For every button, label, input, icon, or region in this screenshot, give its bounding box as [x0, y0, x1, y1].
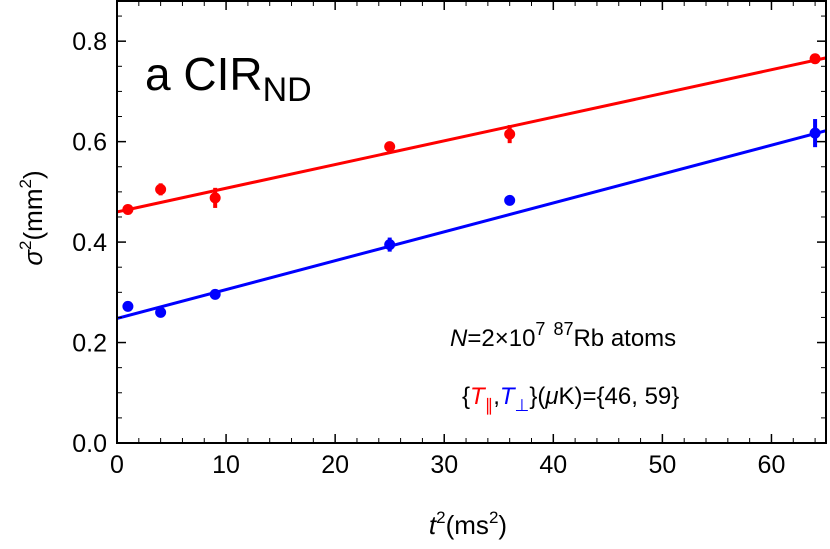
data-point-perpendicular-5 — [809, 127, 821, 139]
x-tick-label: 40 — [539, 451, 567, 479]
y-tick-label: 0.2 — [72, 330, 107, 358]
annot-brace-close: }( — [529, 383, 545, 410]
y-axis-title-sup: 2 — [16, 240, 35, 249]
annot-exponent: 7 — [535, 319, 545, 339]
atom-number-annotation: N=2×107 87Rb atoms — [450, 319, 676, 352]
axes: 0 10 20 30 40 50 60 0.0 0.2 0.4 0.6 0.8 — [72, 0, 827, 479]
data-points — [122, 53, 821, 318]
fit-line-parallel — [116, 56, 827, 214]
panel-label-main: a CIR — [145, 48, 263, 100]
annot-n-value: =2×10 — [467, 325, 535, 352]
x-axis-title: t2(ms2) — [429, 508, 507, 540]
data-point-parallel-2 — [209, 192, 221, 204]
y-tick-label: 0.4 — [72, 229, 107, 257]
y-axis-title-close: ) — [18, 170, 48, 179]
annot-element: Rb atoms — [573, 325, 676, 352]
data-point-perpendicular-3 — [384, 239, 396, 251]
data-point-parallel-5 — [809, 53, 821, 65]
annot-isotope: 87 — [553, 319, 573, 339]
x-tick-label: 10 — [212, 451, 240, 479]
x-tick-label: 30 — [430, 451, 458, 479]
annot-values: K)={46, 59} — [559, 383, 680, 410]
data-point-parallel-3 — [384, 141, 396, 153]
annot-t-parallel-sub: ∥ — [485, 396, 494, 415]
y-tick-label: 0.8 — [72, 28, 107, 56]
data-point-parallel-0 — [122, 203, 134, 215]
data-point-perpendicular-1 — [155, 306, 167, 318]
annot-t-perp: T — [500, 383, 517, 410]
y-axis-title: σ2(mm2) — [16, 170, 48, 265]
x-tick-label: 20 — [321, 451, 349, 479]
x-tick-label: 0 — [110, 451, 124, 479]
data-point-parallel-1 — [155, 183, 167, 195]
fit-line-perpendicular — [116, 129, 827, 320]
y-axis-title-base: σ — [18, 249, 48, 266]
data-point-perpendicular-4 — [504, 194, 516, 206]
data-point-perpendicular-2 — [209, 288, 221, 300]
temperature-annotation: {T∥,T⊥}(μK)={46, 59} — [462, 383, 679, 415]
annot-brace-open: { — [462, 383, 470, 410]
y-tick-label: 0.0 — [72, 430, 107, 458]
y-axis-title-unit: (mm — [18, 189, 48, 241]
annot-t-parallel: T — [470, 383, 487, 410]
x-axis-title-unit: (ms — [446, 510, 489, 540]
annot-mu: μ — [544, 383, 558, 410]
annot-n-symbol: N — [450, 325, 468, 352]
data-point-parallel-4 — [504, 128, 516, 140]
x-tick-label: 50 — [648, 451, 676, 479]
y-tick-label: 0.6 — [72, 129, 107, 157]
panel-label: a CIRND — [145, 48, 312, 109]
x-tick-label: 60 — [758, 451, 786, 479]
x-axis-title-base: t — [429, 510, 438, 540]
data-point-perpendicular-0 — [122, 300, 134, 312]
x-axis-title-unit-sup: 2 — [489, 508, 498, 527]
panel-label-subscript: ND — [263, 71, 312, 109]
annot-comma: , — [493, 383, 500, 410]
x-axis-title-sup: 2 — [436, 508, 445, 527]
fit-lines — [116, 56, 827, 320]
annot-t-perp-sub: ⊥ — [515, 396, 530, 415]
plot-frame — [116, 0, 827, 444]
x-axis-title-close: ) — [498, 510, 507, 540]
y-axis-title-unit-sup: 2 — [16, 179, 35, 188]
